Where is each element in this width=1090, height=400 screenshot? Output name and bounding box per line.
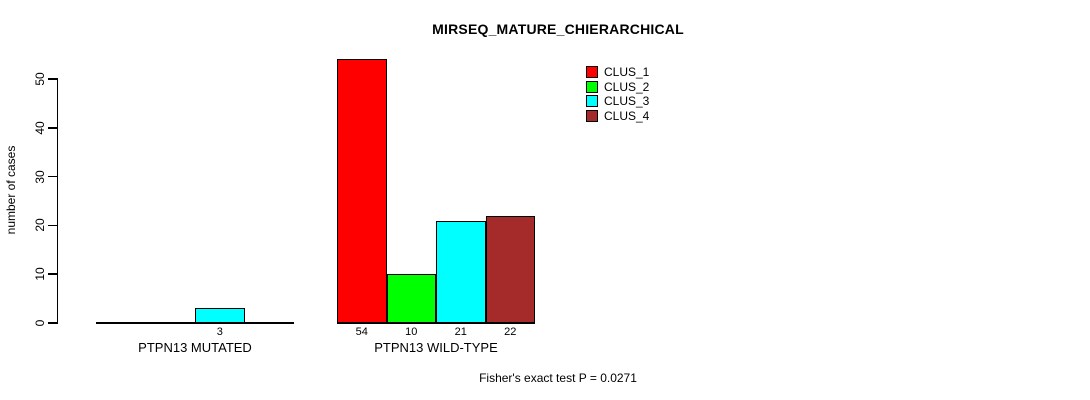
y-tick-label-50: 50	[33, 72, 47, 86]
x-axis-label-ptpn13-mutated: PTPN13 MUTATED	[138, 340, 252, 355]
bar-clus-2-ptpn13-wild-type	[386, 274, 436, 323]
bar-clus-3-ptpn13-wild-type	[436, 220, 486, 323]
y-tick-50	[48, 78, 58, 80]
y-tick-10	[48, 273, 58, 275]
bar-clus-1-ptpn13-wild-type	[337, 59, 387, 323]
bar-value-clus-2-ptpn13-wild-type: 10	[405, 326, 418, 338]
baseline-ptpn13-mutated	[96, 322, 294, 324]
legend-row-clus-4: CLUS_4	[586, 109, 649, 124]
y-tick-0	[48, 322, 58, 324]
legend-label-clus-3: CLUS_3	[604, 94, 650, 109]
y-tick-label-30: 30	[33, 169, 47, 184]
bar-value-clus-4-ptpn13-wild-type: 22	[504, 326, 517, 338]
legend-label-clus-2: CLUS_2	[604, 79, 650, 94]
y-tick-label-20: 20	[33, 218, 47, 233]
y-tick-40	[48, 127, 58, 129]
legend-row-clus-1: CLUS_1	[586, 65, 649, 80]
y-tick-label-0: 0	[33, 319, 47, 327]
y-tick-label-10: 10	[33, 267, 47, 281]
bar-clus-3-ptpn13-mutated	[195, 308, 245, 323]
legend-label-clus-1: CLUS_1	[604, 65, 650, 80]
bar-value-clus-1-ptpn13-wild-type: 54	[355, 326, 368, 338]
fisher-test-footnote: Fisher's exact test P = 0.0271	[479, 371, 637, 385]
chart-title: MIRSEQ_MATURE_CHIERARCHICAL	[432, 21, 684, 37]
y-axis-title: number of cases	[4, 145, 18, 235]
x-axis-label-ptpn13-wild-type: PTPN13 WILD-TYPE	[374, 340, 498, 355]
legend-label-clus-4: CLUS_4	[604, 108, 650, 123]
legend-swatch-icon-clus-4	[586, 109, 598, 122]
legend: CLUS_1 CLUS_2 CLUS_3 CLUS_4	[586, 65, 649, 123]
y-tick-label-40: 40	[33, 121, 47, 135]
legend-swatch-icon-clus-1	[586, 66, 598, 79]
legend-row-clus-2: CLUS_2	[586, 80, 649, 95]
y-axis-line	[56, 78, 58, 324]
y-tick-30	[48, 175, 58, 178]
legend-swatch-icon-clus-3	[586, 95, 598, 108]
legend-row-clus-3: CLUS_3	[586, 94, 649, 109]
legend-swatch-icon-clus-2	[586, 80, 598, 93]
bar-clus-4-ptpn13-wild-type	[485, 215, 535, 323]
bar-value-clus-3-ptpn13-mutated: 3	[216, 326, 223, 338]
baseline-ptpn13-wild-type	[337, 322, 535, 324]
bar-value-clus-3-ptpn13-wild-type: 21	[454, 326, 467, 338]
y-tick-20	[48, 224, 58, 227]
